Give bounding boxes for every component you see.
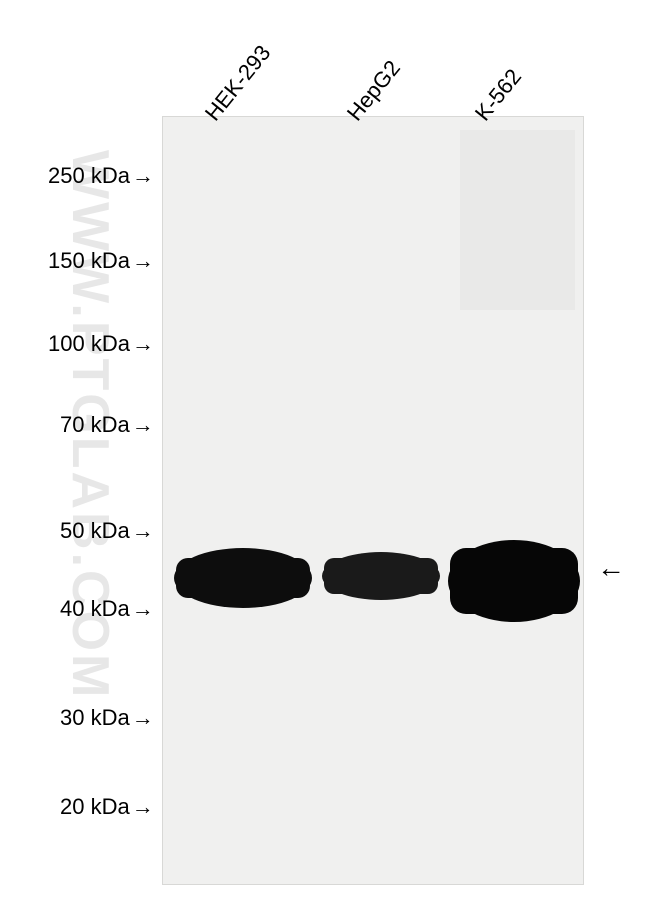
smear-lane3 (460, 130, 575, 310)
target-band-arrow-icon: ← (597, 552, 625, 584)
band-lane3-fill (450, 548, 578, 614)
band-lane2-fill (324, 558, 438, 594)
bands-svg (0, 0, 650, 903)
western-blot-figure: WWW.PTGLAB.COM HEK-293 HepG2 K-562 250 k… (0, 0, 650, 903)
band-lane1-fill (176, 558, 310, 598)
